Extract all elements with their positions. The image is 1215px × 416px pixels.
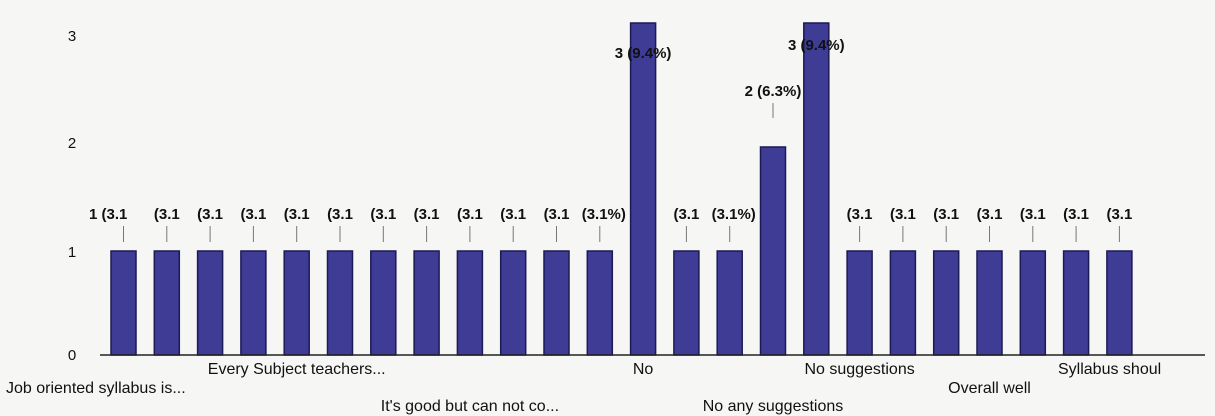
x-category-label: No suggestions (804, 361, 914, 378)
data-label: (3.1 (1020, 206, 1046, 223)
bar (153, 250, 181, 356)
data-label: 2 (6.3%) (745, 83, 802, 100)
bar (1062, 250, 1090, 356)
data-label: (3.1%) (712, 206, 756, 223)
y-tick-label: 0 (68, 347, 76, 364)
bar (543, 250, 570, 356)
x-category-label: Every Subject teachers... (208, 361, 386, 378)
data-label: (3.1 (500, 206, 526, 223)
data-label: (3.1 (890, 206, 916, 223)
data-label: (3.1 (284, 206, 310, 223)
data-label: (3.1 (544, 206, 570, 223)
bar (629, 22, 657, 356)
data-labels: 1 (3.1 (3.1 (3.1 (3.1 (3.1 (3.1 (3.1 (3.1 (3.1 (3… (89, 37, 1132, 223)
bar (283, 250, 310, 356)
x-category-label: Overall well (948, 380, 1031, 397)
bar (370, 250, 397, 356)
data-label: (3.1 (977, 206, 1003, 223)
data-label: (3.1 (457, 206, 483, 223)
data-label: (3.1 (1063, 206, 1089, 223)
y-tick-label: 3 (68, 28, 76, 45)
bar (586, 250, 614, 356)
y-tick-label: 1 (68, 244, 76, 261)
data-label: (3.1 (847, 206, 873, 223)
bar (846, 250, 873, 356)
bar (110, 250, 137, 356)
data-label: (3.1%) (582, 206, 626, 223)
data-label: (3.1 (1106, 206, 1132, 223)
x-category-label: No any suggestions (703, 398, 844, 415)
x-category-label: Job oriented syllabus is... (6, 380, 186, 397)
data-label: 3 (9.4%) (615, 45, 672, 62)
y-axis: 0 1 2 3 (68, 28, 76, 364)
data-label: (3.1 (240, 206, 266, 223)
data-label: (3.1 (414, 206, 440, 223)
data-label: (3.1 (673, 206, 699, 223)
bar (759, 146, 787, 356)
data-label: 1 (3.1 (89, 206, 127, 223)
bar (456, 250, 484, 356)
x-axis-labels: Job oriented syllabus is... Every Subject… (6, 361, 1161, 415)
bar (803, 22, 830, 356)
x-category-label: It's good but can not co... (381, 398, 559, 415)
data-label-leaders (123, 103, 1120, 242)
bar (326, 250, 354, 356)
y-tick-label: 2 (68, 135, 76, 152)
x-category-label: No (633, 361, 654, 378)
bar (716, 250, 743, 356)
bar (499, 250, 527, 356)
bar (196, 250, 224, 356)
data-label: (3.1 (370, 206, 396, 223)
data-label: (3.1 (197, 206, 223, 223)
x-category-label: Syllabus shoul (1058, 361, 1161, 378)
data-label: (3.1 (933, 206, 959, 223)
data-label: (3.1 (327, 206, 353, 223)
bar (413, 250, 440, 356)
bar (932, 250, 960, 356)
data-label: 3 (9.4%) (788, 37, 845, 54)
bar (976, 250, 1003, 356)
bar (889, 250, 917, 356)
bar (240, 250, 267, 356)
bar (1019, 250, 1047, 356)
bar (673, 250, 700, 356)
bars (110, 22, 1133, 356)
data-label: (3.1 (154, 206, 180, 223)
bar (1106, 250, 1133, 356)
